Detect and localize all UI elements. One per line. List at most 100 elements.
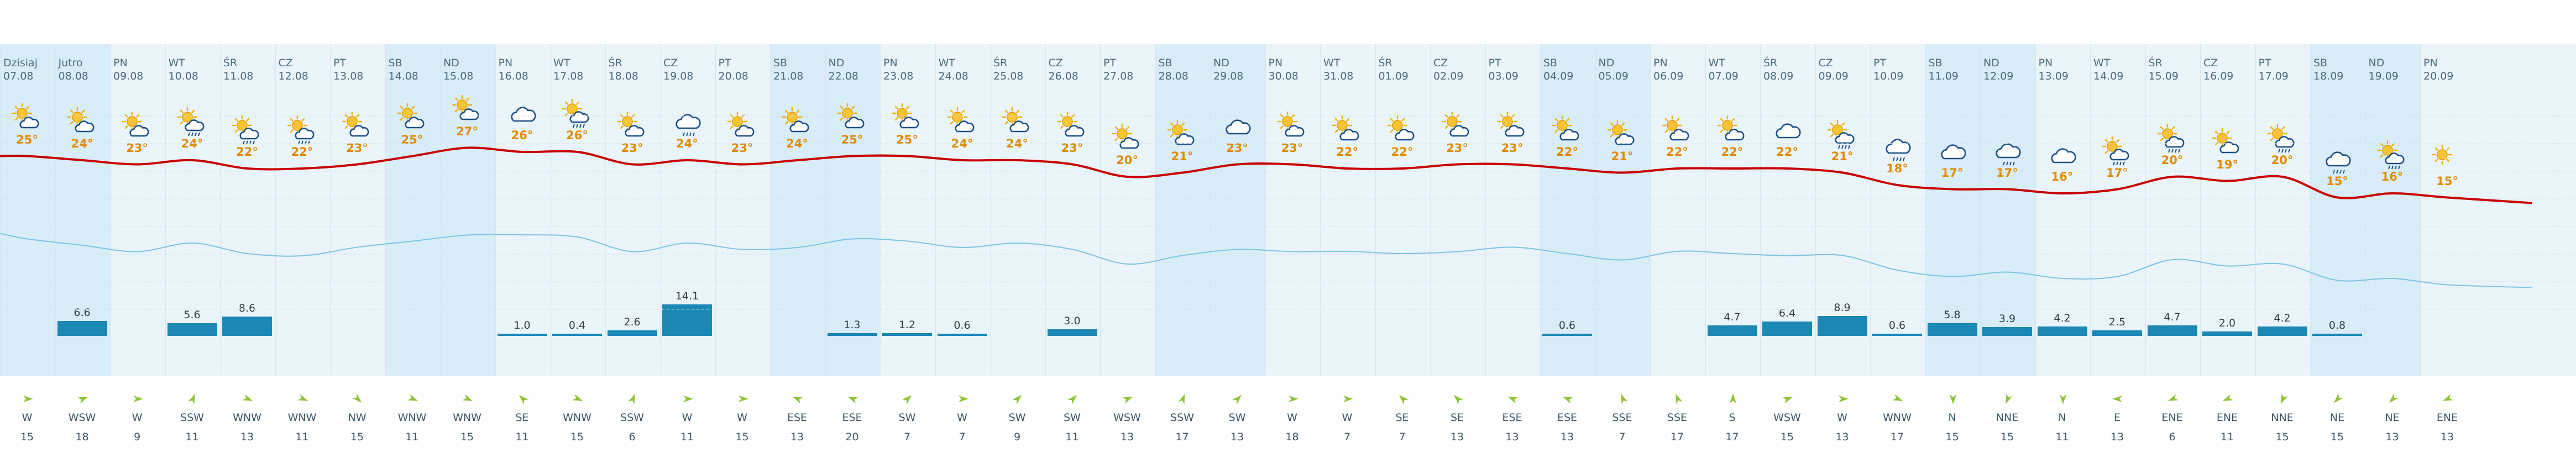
day-label: SB 11.09 xyxy=(1929,56,1980,83)
day-date: 30.08 xyxy=(1268,70,1299,82)
wind-direction-arrow-icon xyxy=(1616,392,1630,405)
wind-speed: 17 xyxy=(1725,431,1739,443)
day-column[interactable]: CZ 09.09 21° 8.9 W 13 xyxy=(1815,44,1871,443)
day-date: 12.09 xyxy=(1983,70,2014,82)
wind-direction-arrow-icon xyxy=(241,392,254,405)
day-column[interactable]: Dzisiaj 07.08 25° W 15 xyxy=(0,44,55,443)
wind-speed: 13 xyxy=(2440,431,2454,443)
column-divider xyxy=(1595,44,1596,376)
day-column[interactable]: PN 13.09 16° 4.2 N 11 xyxy=(2035,44,2091,443)
day-column[interactable]: ŚR 08.09 22° 6.4 WSW 15 xyxy=(1760,44,1815,443)
day-label: CZ 02.09 xyxy=(1433,56,1484,83)
wind-speed: 17 xyxy=(1670,431,1684,443)
day-column[interactable]: WT 31.08 22° W 7 xyxy=(1320,44,1375,443)
cloud-icon xyxy=(1220,109,1259,143)
day-date: 13.08 xyxy=(333,70,364,82)
day-date: 16.09 xyxy=(2203,70,2234,82)
day-column[interactable]: ND 19.09 16° NE 13 xyxy=(2365,44,2420,443)
day-name: ND xyxy=(1213,57,1229,69)
day-column[interactable]: WT 17.08 26° 0.4 WNW 15 xyxy=(550,44,605,443)
sun-cloud-icon xyxy=(65,105,104,138)
precipitation-bar xyxy=(1817,316,1867,336)
day-column[interactable]: SB 04.09 22° 0.6 ESE 13 xyxy=(1540,44,1595,443)
day-column[interactable]: PN 06.09 22° SSE 17 xyxy=(1650,44,1705,443)
day-label: PN 30.08 xyxy=(1269,56,1320,83)
day-column[interactable]: ND 05.09 21° SSE 7 xyxy=(1595,44,1650,443)
day-date: 06.09 xyxy=(1653,70,1684,82)
day-column[interactable]: PN 09.08 23° W 9 xyxy=(110,44,165,443)
day-label: PT 03.09 xyxy=(1489,56,1540,83)
day-column[interactable]: CZ 19.08 24° 14.1 W 11 xyxy=(660,44,715,443)
day-column[interactable]: CZ 16.09 19° 2.0 ENE 11 xyxy=(2200,44,2255,443)
wind-direction: ESE xyxy=(787,412,808,424)
wind-direction-arrow-icon xyxy=(1726,392,1740,405)
day-column[interactable]: PN 23.08 25° 1.2 SW 7 xyxy=(880,44,935,443)
day-column[interactable]: PN 20.09 15° ENE 13 xyxy=(2420,44,2475,443)
day-column[interactable]: CZ 26.08 23° 3.0 SW 11 xyxy=(1045,44,1101,443)
wind-speed: 7 xyxy=(1619,431,1626,443)
temperature-label: 26° xyxy=(566,129,588,142)
sun-rain-icon xyxy=(560,97,599,130)
day-label: ND 15.08 xyxy=(443,56,494,83)
wind-direction-arrow-icon xyxy=(516,392,530,405)
day-column[interactable]: SB 11.09 17° 5.8 N 15 xyxy=(1925,44,1980,443)
day-column[interactable]: CZ 02.09 23° SE 13 xyxy=(1430,44,1485,443)
temperature-label: 25° xyxy=(401,133,423,146)
cloud-rain-icon xyxy=(670,105,709,138)
day-date: 15.09 xyxy=(2148,70,2179,82)
wind-direction-arrow-icon xyxy=(131,392,144,405)
sun-rain-icon xyxy=(2375,138,2414,171)
day-column[interactable]: ŚR 01.09 22° SE 7 xyxy=(1375,44,1431,443)
day-column[interactable]: WT 24.08 24° 0.6 W 7 xyxy=(935,44,991,443)
day-name: ND xyxy=(443,57,459,69)
day-column[interactable]: PT 13.08 23° NW 15 xyxy=(330,44,385,443)
day-label: ŚR 08.09 xyxy=(1763,56,1814,83)
day-column[interactable]: WT 10.08 24° 5.6 SSW 11 xyxy=(165,44,221,443)
day-column[interactable]: WT 14.09 17° 2.5 E 13 xyxy=(2090,44,2145,443)
day-column[interactable]: PT 17.09 20° 4.2 NNE 15 xyxy=(2255,44,2311,443)
day-column[interactable]: PT 20.08 23° W 15 xyxy=(715,44,771,443)
day-column[interactable]: PT 10.09 18° 0.6 WNW 17 xyxy=(1870,44,1925,443)
day-column[interactable]: ŚR 11.08 22° 8.6 WNW 13 xyxy=(220,44,275,443)
day-column[interactable]: ŚR 25.08 24° SW 9 xyxy=(990,44,1045,443)
wind-direction-arrow-icon xyxy=(571,392,584,405)
day-column[interactable]: ND 29.08 23° SW 13 xyxy=(1210,44,1265,443)
temperature-label: 22° xyxy=(1666,145,1688,159)
wind-speed: 17 xyxy=(1890,431,1904,443)
day-date: 01.09 xyxy=(1378,70,1409,82)
wind-speed: 15 xyxy=(20,431,34,443)
day-column[interactable]: ŚR 15.09 20° 4.7 ENE 6 xyxy=(2145,44,2201,443)
sun-cloud-icon xyxy=(1110,122,1149,155)
day-column[interactable]: SB 28.08 21° SSW 17 xyxy=(1155,44,1210,443)
day-column[interactable]: ND 22.08 25° 1.3 ESE 20 xyxy=(825,44,880,443)
day-label: SB 04.09 xyxy=(1543,56,1594,83)
precipitation-value: 14.1 xyxy=(675,290,699,303)
day-column[interactable]: WT 07.09 22° 4.7 S 17 xyxy=(1705,44,1761,443)
day-name: PN xyxy=(1653,57,1668,69)
sun-cloud-icon xyxy=(1550,113,1589,146)
day-column[interactable]: PN 30.08 23° W 18 xyxy=(1265,44,1321,443)
day-column[interactable]: ND 12.09 17° 3.9 NNE 15 xyxy=(1980,44,2035,443)
day-column[interactable]: PT 03.09 23° ESE 13 xyxy=(1485,44,1541,443)
day-name: PN xyxy=(883,57,898,69)
day-column[interactable]: CZ 12.08 22° WNW 11 xyxy=(275,44,331,443)
day-label: PN 20.09 xyxy=(2423,56,2474,83)
day-column[interactable]: PT 27.08 20° WSW 13 xyxy=(1100,44,1155,443)
column-divider xyxy=(220,44,221,376)
precipitation-bar xyxy=(607,330,657,336)
day-column[interactable]: SB 18.09 15° 0.8 NE 15 xyxy=(2310,44,2365,443)
day-name: CZ xyxy=(2203,57,2218,69)
sun-cloud-icon xyxy=(1495,109,1534,143)
temperature-label: 26° xyxy=(511,129,533,142)
wind-speed: 13 xyxy=(1450,431,1464,443)
day-column[interactable]: ND 15.08 27° WNW 15 xyxy=(440,44,495,443)
day-column[interactable]: SB 14.08 25° WNW 11 xyxy=(385,44,440,443)
day-column[interactable]: PN 16.08 26° 1.0 SE 11 xyxy=(495,44,551,443)
wind-direction-arrow-icon xyxy=(1176,392,1190,405)
day-column[interactable]: SB 21.08 24° ESE 13 xyxy=(770,44,825,443)
wind-speed: 13 xyxy=(790,431,804,443)
temperature-label: 25° xyxy=(841,133,863,146)
column-divider xyxy=(1980,44,1981,376)
day-column[interactable]: Jutro 08.08 24° 6.6 WSW 18 xyxy=(55,44,110,443)
day-column[interactable]: ŚR 18.08 23° 2.6 SSW 6 xyxy=(605,44,661,443)
